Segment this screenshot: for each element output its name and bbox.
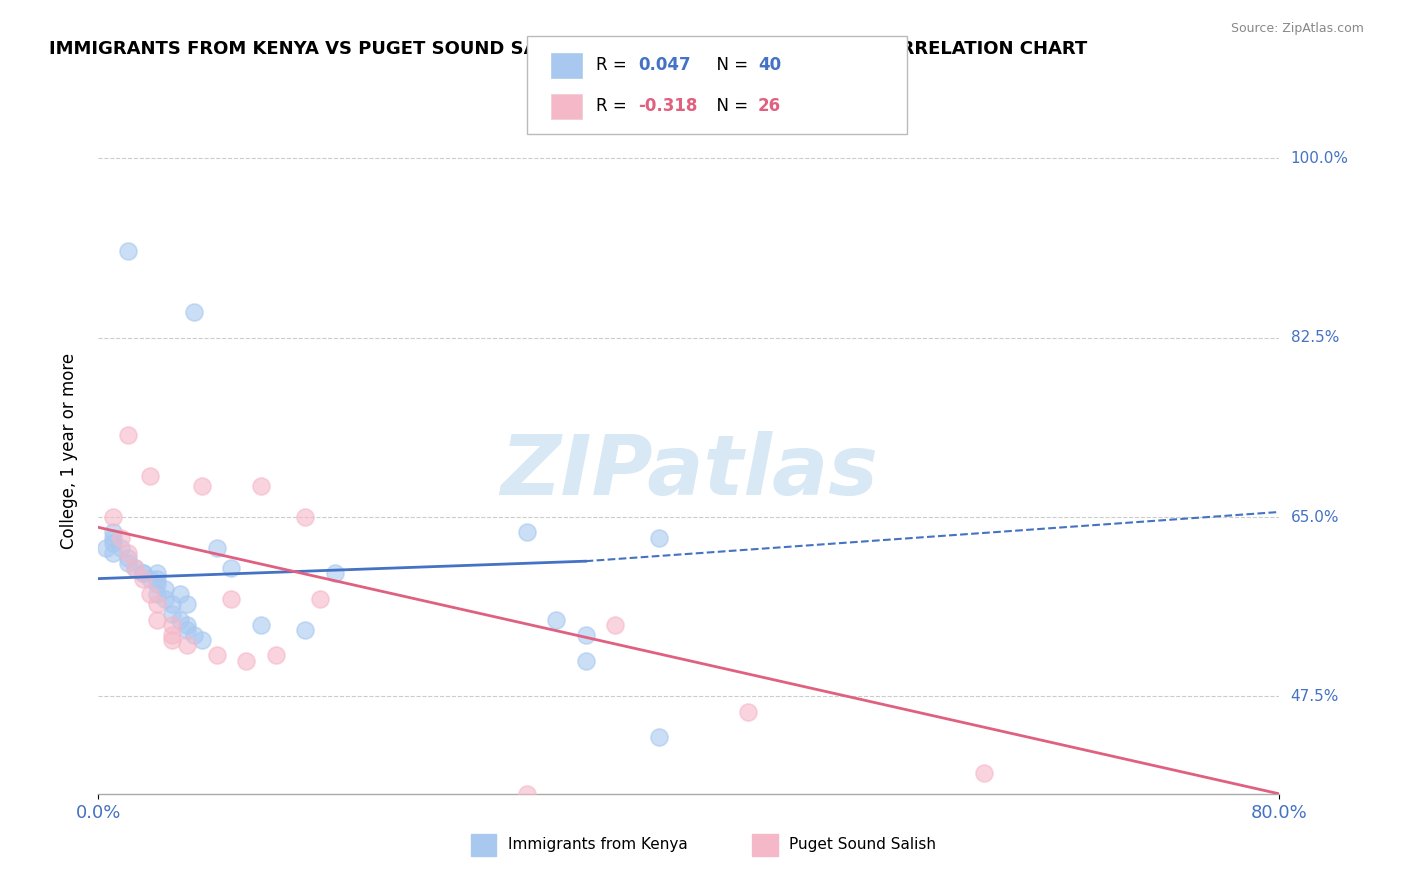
Point (103, 546, 125, 560)
Point (146, 572, 169, 586)
Point (146, 566, 169, 581)
Text: Source: ZipAtlas.com: Source: ZipAtlas.com (1230, 22, 1364, 36)
Point (219, 561, 242, 575)
Text: 82.5%: 82.5% (1291, 330, 1339, 345)
Text: 0.047: 0.047 (638, 56, 690, 74)
Point (139, 469, 162, 483)
Point (605, 617, 627, 632)
Point (235, 654, 257, 668)
Text: R =: R = (596, 97, 633, 115)
Point (250, 617, 273, 632)
Point (648, 731, 671, 745)
Point (139, 572, 162, 586)
Text: -0.318: -0.318 (638, 97, 697, 115)
Point (544, 613, 567, 627)
Text: R =: R = (596, 56, 633, 74)
Point (205, 648, 228, 663)
Point (103, 535, 125, 549)
Point (110, 531, 132, 545)
Point (323, 566, 346, 581)
Point (117, 428, 139, 442)
Point (973, 766, 995, 780)
Text: 47.5%: 47.5% (1291, 689, 1339, 704)
Point (117, 546, 139, 560)
Point (574, 654, 596, 668)
Point (146, 613, 169, 627)
Point (162, 628, 183, 642)
Point (132, 566, 155, 581)
Point (117, 556, 139, 570)
Point (103, 510, 125, 524)
Point (132, 566, 155, 581)
Point (124, 561, 146, 575)
Text: IMMIGRANTS FROM KENYA VS PUGET SOUND SALISH COLLEGE, 1 YEAR OR MORE CORRELATION : IMMIGRANTS FROM KENYA VS PUGET SOUND SAL… (49, 40, 1087, 58)
Point (117, 244, 139, 258)
Point (146, 587, 169, 601)
Point (176, 617, 198, 632)
Text: 100.0%: 100.0% (1291, 151, 1348, 166)
Text: Puget Sound Salish: Puget Sound Salish (789, 838, 936, 852)
Point (191, 479, 214, 493)
Point (117, 551, 139, 566)
Point (737, 705, 759, 719)
Point (169, 613, 191, 627)
Point (176, 638, 198, 652)
Text: 40: 40 (758, 56, 780, 74)
Point (162, 607, 183, 622)
Point (515, 525, 537, 540)
Text: N =: N = (706, 97, 754, 115)
Point (94, 541, 117, 555)
Point (648, 531, 671, 545)
Point (205, 541, 228, 555)
Point (146, 576, 169, 591)
Point (162, 597, 183, 611)
Text: 65.0%: 65.0% (1291, 509, 1339, 524)
Point (191, 633, 214, 648)
Point (574, 628, 596, 642)
Point (264, 648, 287, 663)
Point (176, 597, 198, 611)
Point (294, 623, 316, 637)
Point (153, 582, 176, 596)
Point (124, 561, 146, 575)
Text: Immigrants from Kenya: Immigrants from Kenya (508, 838, 688, 852)
Point (294, 510, 316, 524)
Text: 26: 26 (758, 97, 780, 115)
Point (515, 787, 537, 801)
Point (176, 623, 198, 637)
Point (139, 587, 162, 601)
Text: N =: N = (706, 56, 754, 74)
Point (103, 525, 125, 540)
Point (162, 617, 183, 632)
Point (146, 597, 169, 611)
Point (183, 628, 205, 642)
Point (153, 592, 176, 607)
Point (219, 592, 242, 607)
Point (162, 633, 183, 648)
Point (132, 572, 155, 586)
Y-axis label: College, 1 year or more: College, 1 year or more (59, 352, 77, 549)
Point (309, 592, 332, 607)
Text: ZIPatlas: ZIPatlas (501, 431, 877, 512)
Point (103, 531, 125, 545)
Point (110, 541, 132, 555)
Point (169, 587, 191, 601)
Point (250, 479, 273, 493)
Point (183, 305, 205, 319)
